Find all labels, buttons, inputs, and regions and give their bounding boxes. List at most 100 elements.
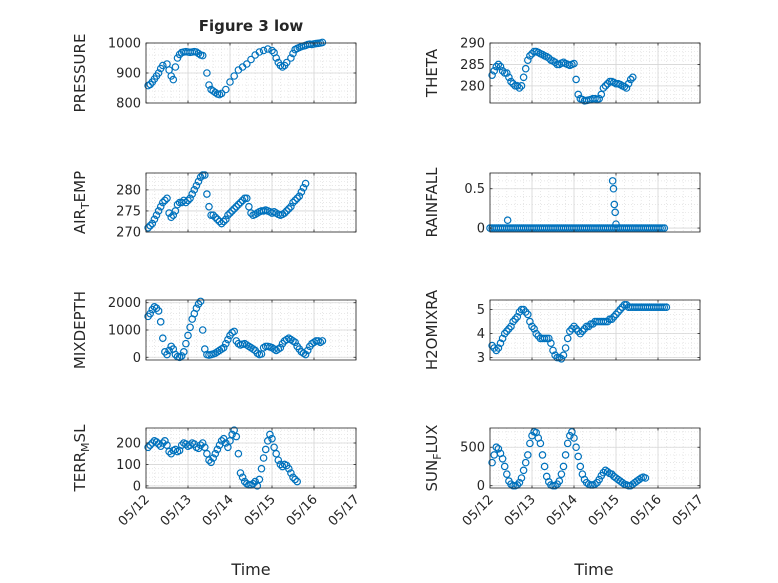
data-point (163, 441, 171, 449)
data-point (608, 177, 617, 185)
y-tick-label: 800 (116, 97, 141, 112)
data-point (624, 481, 633, 490)
y-axis-label-8: SUNFLUX (423, 425, 444, 492)
data-point (186, 323, 194, 332)
data-point (203, 449, 211, 458)
x-axis-label-left: Time (230, 560, 270, 579)
data-point (217, 89, 226, 98)
data-point (490, 67, 499, 75)
data-point (159, 334, 167, 342)
data-point (570, 434, 578, 442)
data-point (146, 80, 155, 89)
data-point (578, 327, 587, 336)
data-point (509, 79, 517, 88)
x-tick-label: 05/17 (670, 492, 707, 529)
data-point (230, 426, 239, 434)
data-point (494, 344, 503, 352)
data-point (500, 462, 509, 471)
data-point (507, 77, 515, 86)
y-tick-label: 900 (116, 67, 141, 82)
data-point (523, 56, 532, 64)
data-point (662, 303, 671, 312)
data-point (521, 458, 530, 467)
y-axis-label-5: MIXDEPTH (71, 291, 89, 369)
data-point (576, 329, 585, 338)
data-point (572, 443, 580, 452)
data-point (154, 207, 163, 215)
data-point (517, 474, 526, 482)
data-point (293, 194, 302, 203)
data-point (219, 217, 228, 226)
data-point (540, 462, 549, 471)
data-point (503, 216, 512, 225)
data-point (559, 462, 568, 471)
data-point (549, 346, 557, 355)
data-point (213, 445, 222, 454)
data-point (196, 173, 205, 182)
data-point (154, 440, 163, 448)
data-point (228, 430, 236, 439)
data-point (601, 317, 610, 326)
data-point (540, 334, 549, 343)
data-point (620, 300, 629, 309)
subplot-5: 0 1000 2000 MIXDEPTH (71, 291, 357, 369)
data-point (272, 449, 281, 458)
data-point (238, 473, 247, 482)
data-point (628, 73, 637, 82)
data-point (282, 207, 291, 215)
data-point (505, 324, 513, 333)
data-point (201, 443, 209, 452)
y-axis-label-7: TERRMSL (71, 424, 92, 493)
data-point (198, 326, 207, 334)
data-point (614, 308, 622, 316)
data-point (165, 346, 173, 355)
data-point (599, 84, 608, 92)
data-point (660, 224, 669, 232)
y-axis-label-6: H2OMIXRA (423, 289, 441, 370)
data-point (243, 194, 251, 203)
plot-area (490, 173, 700, 232)
data-point (259, 46, 268, 55)
data-point (161, 437, 169, 445)
data-point (519, 73, 528, 82)
figure-title: Figure 3 low (199, 17, 304, 35)
data-point (551, 481, 559, 490)
y-tick-label: 0 (477, 222, 485, 237)
data-point (240, 194, 249, 203)
data-point (599, 317, 608, 326)
data-point (299, 183, 308, 192)
data-point (498, 67, 507, 75)
data-point (509, 317, 517, 326)
data-point (198, 439, 207, 447)
data-point (492, 346, 501, 355)
data-point (156, 318, 165, 326)
data-point (544, 334, 553, 343)
data-point (146, 221, 155, 230)
data-point (287, 469, 295, 477)
y-tick-label: 2000 (108, 296, 141, 311)
data-point (211, 213, 220, 222)
data-point (561, 451, 570, 459)
data-point (167, 213, 176, 222)
data-point (534, 332, 543, 340)
data-point (519, 305, 528, 314)
data-point (180, 348, 188, 356)
subplot-2: 280 285 290 THETA (423, 37, 701, 105)
data-point (622, 300, 631, 309)
data-point (144, 443, 152, 452)
data-point (144, 223, 152, 232)
data-point (291, 196, 299, 205)
y-axis-label-2: THETA (423, 48, 441, 98)
data-point (255, 475, 264, 484)
data-point (498, 454, 507, 463)
data-point (488, 458, 496, 467)
data-point (521, 64, 530, 73)
x-tick-label: 05/12 (460, 492, 497, 529)
data-point (595, 94, 604, 103)
axes-box (489, 299, 701, 361)
data-point (318, 337, 327, 345)
data-point (276, 343, 285, 352)
data-point (171, 445, 180, 454)
data-point (198, 51, 207, 60)
